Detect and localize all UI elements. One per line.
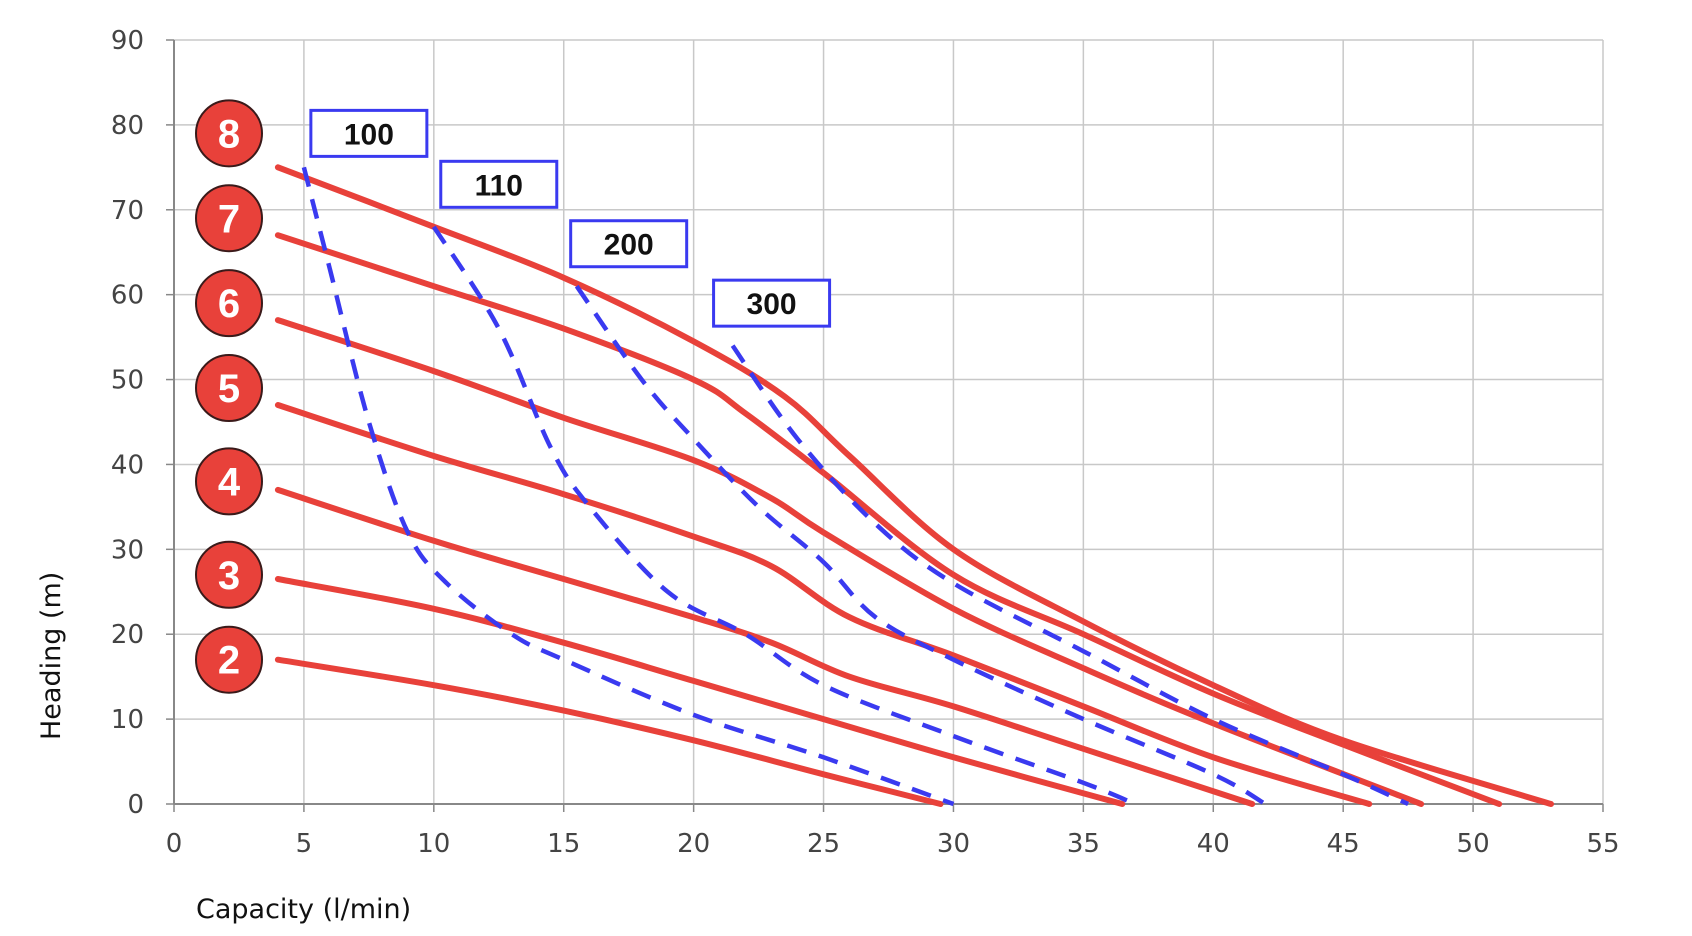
efficiency-label-300: 300 xyxy=(712,278,832,328)
pump-curves xyxy=(274,164,1554,807)
x-tick-label: 10 xyxy=(417,829,450,859)
pump-curve-4 xyxy=(274,486,1256,807)
x-tick-label: 45 xyxy=(1327,829,1360,859)
y-tick-label: 10 xyxy=(111,705,144,735)
curve-badge-label: 5 xyxy=(218,367,240,411)
x-tick-label: 5 xyxy=(296,829,313,859)
curve-badge-label: 6 xyxy=(218,282,240,326)
curve-badge-8: 8 xyxy=(195,99,263,168)
efficiency-label-box xyxy=(569,219,689,269)
x-tick-label: 35 xyxy=(1067,829,1100,859)
curve-badge-4: 4 xyxy=(195,447,263,516)
efficiency-label-box xyxy=(439,159,559,209)
curve-badge-3: 3 xyxy=(195,540,263,609)
curve-badge-label: 7 xyxy=(218,197,240,241)
y-tick-label: 0 xyxy=(127,790,144,820)
pump-curve-5 xyxy=(274,402,1373,807)
x-tick-label: 55 xyxy=(1586,829,1619,859)
efficiency-label-box xyxy=(309,108,429,158)
y-tick-label: 40 xyxy=(111,450,144,480)
efficiency-label-110: 110 xyxy=(439,159,559,209)
efficiency-label-box xyxy=(712,278,832,328)
x-axis-title: Capacity (l/min) xyxy=(196,894,411,925)
efficiency-curve-300 xyxy=(730,344,1410,807)
pump-curve-2 xyxy=(274,656,944,807)
efficiency-label-text: 100 xyxy=(344,118,394,151)
curve-badge-circle xyxy=(195,540,263,609)
efficiency-label-100: 100 xyxy=(309,108,429,158)
y-tick-label: 50 xyxy=(111,366,144,396)
curve-badge-circle xyxy=(195,184,263,253)
curve-badge-5: 5 xyxy=(195,354,263,423)
x-tick-label: 25 xyxy=(807,829,840,859)
curve-badge-circle xyxy=(195,447,263,516)
curve-badge-label: 4 xyxy=(218,460,241,504)
efficiency-curve-200 xyxy=(574,284,1267,806)
curve-labels: 2 3 4 5 6 7 8 100 110 200 300 xyxy=(195,99,832,694)
y-axis-title: Heading (m) xyxy=(36,572,67,740)
curve-badge-label: 3 xyxy=(218,554,240,598)
y-tick-label: 80 xyxy=(111,111,144,141)
x-tick-label: 0 xyxy=(166,829,183,859)
x-tick-label: 50 xyxy=(1457,829,1490,859)
pump-curve-6 xyxy=(274,317,1425,807)
curve-badge-circle xyxy=(195,354,263,423)
curve-badge-circle xyxy=(195,269,263,338)
curve-badge-label: 8 xyxy=(218,112,240,156)
curve-badge-7: 7 xyxy=(195,184,263,253)
curve-badge-6: 6 xyxy=(195,269,263,338)
y-tick-label: 70 xyxy=(111,196,144,226)
axes: 0 5 10 15 20 25 30 35 40 45 50 55010203040506070809… xyxy=(111,26,1620,859)
efficiency-label-text: 300 xyxy=(747,288,797,321)
efficiency-curves xyxy=(301,166,1410,807)
y-tick-label: 60 xyxy=(111,281,144,311)
y-tick-label: 90 xyxy=(111,26,144,56)
curve-badge-2: 2 xyxy=(195,625,263,694)
pump-curve-8 xyxy=(274,164,1554,807)
efficiency-label-text: 110 xyxy=(475,169,523,202)
efficiency-curve-100 xyxy=(301,166,955,807)
efficiency-label-text: 200 xyxy=(604,229,654,262)
x-tick-label: 20 xyxy=(677,829,710,859)
efficiency-label-200: 200 xyxy=(569,219,689,269)
curve-badge-label: 2 xyxy=(218,639,240,683)
x-tick-label: 15 xyxy=(547,829,580,859)
curve-badge-circle xyxy=(195,99,263,168)
pump-curve-3 xyxy=(274,576,1126,807)
x-tick-label: 40 xyxy=(1197,829,1230,859)
efficiency-curve-110 xyxy=(431,225,1137,807)
y-tick-label: 30 xyxy=(111,535,144,565)
curve-badge-circle xyxy=(195,625,263,694)
y-tick-label: 20 xyxy=(111,620,144,650)
x-tick-label: 30 xyxy=(937,829,970,859)
